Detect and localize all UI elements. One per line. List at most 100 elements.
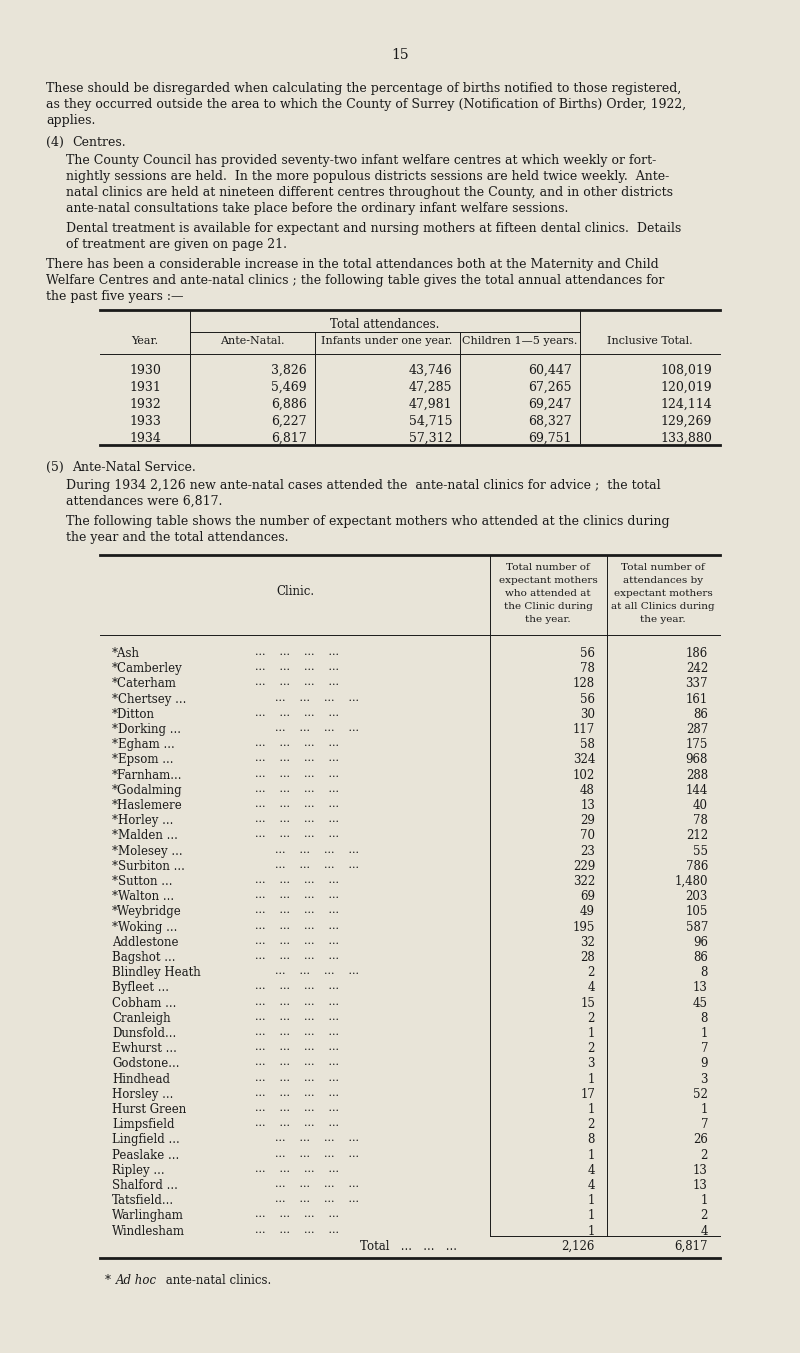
Text: 86: 86: [693, 951, 708, 963]
Text: 4: 4: [701, 1224, 708, 1238]
Text: ...    ...    ...    ...: ... ... ... ...: [255, 1073, 339, 1082]
Text: 195: 195: [573, 920, 595, 934]
Text: ...    ...    ...    ...: ... ... ... ...: [255, 1058, 339, 1068]
Text: 144: 144: [686, 783, 708, 797]
Text: *Walton ...: *Walton ...: [112, 890, 174, 904]
Text: at all Clinics during: at all Clinics during: [611, 602, 715, 612]
Text: ...    ...    ...    ...: ... ... ... ...: [275, 723, 359, 733]
Text: 55: 55: [693, 844, 708, 858]
Text: ...    ...    ...    ...: ... ... ... ...: [275, 844, 359, 855]
Text: *Ash: *Ash: [112, 647, 140, 660]
Text: 6,886: 6,886: [271, 398, 307, 411]
Text: 229: 229: [573, 859, 595, 873]
Text: *Molesey ...: *Molesey ...: [112, 844, 182, 858]
Text: *: *: [105, 1273, 114, 1287]
Text: 30: 30: [580, 708, 595, 721]
Text: 78: 78: [693, 815, 708, 827]
Text: the year.: the year.: [640, 616, 686, 624]
Text: 1931: 1931: [129, 382, 161, 394]
Text: ...    ...    ...    ...: ... ... ... ...: [275, 1195, 359, 1204]
Text: 4: 4: [587, 981, 595, 994]
Text: 1: 1: [588, 1195, 595, 1207]
Text: 129,269: 129,269: [661, 415, 712, 428]
Text: 186: 186: [686, 647, 708, 660]
Text: Children 1—5 years.: Children 1—5 years.: [462, 336, 578, 346]
Text: 67,265: 67,265: [529, 382, 572, 394]
Text: 161: 161: [686, 693, 708, 706]
Text: ...    ...    ...    ...: ... ... ... ...: [255, 783, 339, 794]
Text: Total number of: Total number of: [621, 563, 705, 572]
Text: Inclusive Total.: Inclusive Total.: [607, 336, 693, 346]
Text: 60,447: 60,447: [528, 364, 572, 377]
Text: Windlesham: Windlesham: [112, 1224, 185, 1238]
Text: ...    ...    ...    ...: ... ... ... ...: [255, 1042, 339, 1053]
Text: 587: 587: [686, 920, 708, 934]
Text: Shalford ...: Shalford ...: [112, 1178, 178, 1192]
Text: 102: 102: [573, 769, 595, 782]
Text: Dunsfold...: Dunsfold...: [112, 1027, 176, 1040]
Text: 175: 175: [686, 739, 708, 751]
Text: 8: 8: [701, 966, 708, 980]
Text: Blindley Heath: Blindley Heath: [112, 966, 201, 980]
Text: ...    ...    ...    ...: ... ... ... ...: [255, 678, 339, 687]
Text: 1: 1: [701, 1027, 708, 1040]
Text: Warlingham: Warlingham: [112, 1210, 184, 1222]
Text: *Haslemere: *Haslemere: [112, 800, 182, 812]
Text: expectant mothers: expectant mothers: [614, 589, 712, 598]
Text: 2,126: 2,126: [562, 1239, 595, 1253]
Text: ...    ...    ...    ...: ... ... ... ...: [255, 936, 339, 946]
Text: There has been a considerable increase in the total attendances both at the Mate: There has been a considerable increase i…: [46, 258, 658, 271]
Text: ...    ...    ...    ...: ... ... ... ...: [275, 1149, 359, 1158]
Text: Clinic.: Clinic.: [276, 584, 314, 598]
Text: 1: 1: [588, 1224, 595, 1238]
Text: 13: 13: [580, 800, 595, 812]
Text: 4: 4: [587, 1178, 595, 1192]
Text: 1: 1: [588, 1210, 595, 1222]
Text: *Weybridge: *Weybridge: [112, 905, 182, 919]
Text: Infants under one year.: Infants under one year.: [322, 336, 453, 346]
Text: 86: 86: [693, 708, 708, 721]
Text: 26: 26: [693, 1134, 708, 1146]
Text: 1: 1: [701, 1195, 708, 1207]
Text: 69,751: 69,751: [529, 432, 572, 445]
Text: attendances by: attendances by: [623, 576, 703, 584]
Text: ...    ...    ...    ...: ... ... ... ...: [255, 708, 339, 718]
Text: 13: 13: [693, 1164, 708, 1177]
Text: 54,715: 54,715: [409, 415, 452, 428]
Text: *Malden ...: *Malden ...: [112, 829, 178, 843]
Text: 1: 1: [588, 1027, 595, 1040]
Text: 32: 32: [580, 936, 595, 948]
Text: 23: 23: [580, 844, 595, 858]
Text: Welfare Centres and ante-natal clinics ; the following table gives the total ann: Welfare Centres and ante-natal clinics ;…: [46, 275, 664, 287]
Text: 3,826: 3,826: [271, 364, 307, 377]
Text: 58: 58: [580, 739, 595, 751]
Text: 15: 15: [580, 997, 595, 1009]
Text: ...    ...    ...    ...: ... ... ... ...: [255, 1210, 339, 1219]
Text: 242: 242: [686, 662, 708, 675]
Text: ...    ...    ...    ...: ... ... ... ...: [255, 1224, 339, 1234]
Text: ...    ...    ...    ...: ... ... ... ...: [255, 739, 339, 748]
Text: ...    ...    ...    ...: ... ... ... ...: [255, 1088, 339, 1097]
Text: 9: 9: [701, 1058, 708, 1070]
Text: 69: 69: [580, 890, 595, 904]
Text: (5): (5): [46, 461, 64, 474]
Text: ...    ...    ...    ...: ... ... ... ...: [255, 1164, 339, 1174]
Text: Godstone...: Godstone...: [112, 1058, 179, 1070]
Text: 49: 49: [580, 905, 595, 919]
Text: ...    ...    ...    ...: ... ... ... ...: [275, 693, 359, 702]
Text: 287: 287: [686, 723, 708, 736]
Text: ...    ...    ...    ...: ... ... ... ...: [255, 1103, 339, 1114]
Text: 96: 96: [693, 936, 708, 948]
Text: of treatment are given on page 21.: of treatment are given on page 21.: [66, 238, 287, 252]
Text: Cobham ...: Cobham ...: [112, 997, 176, 1009]
Text: 1: 1: [701, 1103, 708, 1116]
Text: Hindhead: Hindhead: [112, 1073, 170, 1085]
Text: Year.: Year.: [131, 336, 158, 346]
Text: 2: 2: [701, 1149, 708, 1162]
Text: Dental treatment is available for expectant and nursing mothers at fifteen denta: Dental treatment is available for expect…: [66, 222, 682, 235]
Text: 52: 52: [693, 1088, 708, 1101]
Text: ...    ...    ...    ...: ... ... ... ...: [275, 859, 359, 870]
Text: *Ditton: *Ditton: [112, 708, 155, 721]
Text: (4): (4): [46, 137, 64, 149]
Text: 2: 2: [588, 1118, 595, 1131]
